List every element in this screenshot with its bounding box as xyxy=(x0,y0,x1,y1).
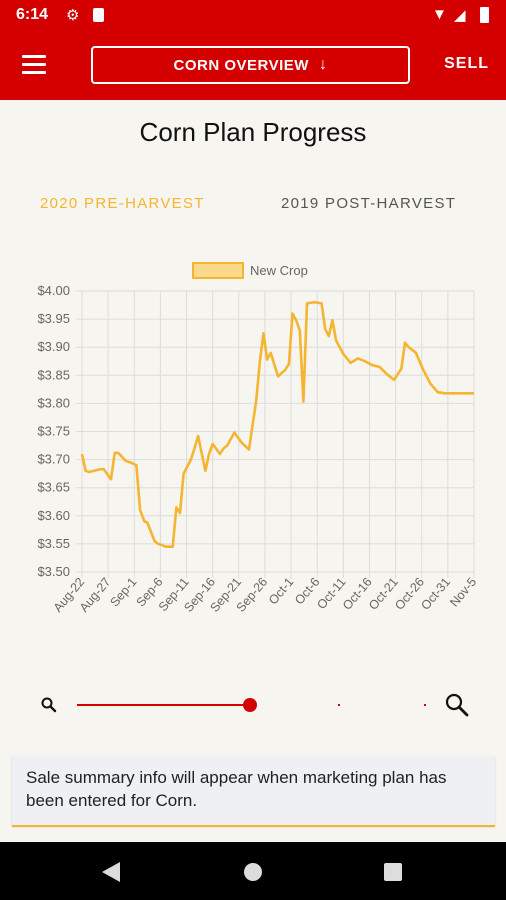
sd-card-icon xyxy=(93,8,104,22)
wifi-icon: ▼ xyxy=(432,6,447,23)
price-chart: New Crop $4.00$3.95$3.90$3.85$3.80$3.75$… xyxy=(37,262,480,615)
y-tick-label: $3.80 xyxy=(37,395,70,410)
y-tick-label: $3.70 xyxy=(37,452,70,467)
x-tick-label: Oct-31 xyxy=(418,575,453,613)
sale-summary-text: Sale summary info will appear when marke… xyxy=(26,768,447,810)
y-tick-label: $3.75 xyxy=(37,424,70,439)
crop-overview-label: CORN OVERVIEW xyxy=(173,56,309,74)
page-title: Corn Plan Progress xyxy=(139,117,367,147)
home-icon[interactable] xyxy=(243,862,263,882)
legend-swatch xyxy=(192,262,244,279)
recents-icon[interactable] xyxy=(384,863,402,881)
slider-tick-mark xyxy=(338,704,340,706)
arrow-down-icon: ↓ xyxy=(318,56,328,73)
signal-icon: ◢ xyxy=(454,7,466,24)
menu-icon[interactable] xyxy=(22,55,46,75)
tab-pre-harvest[interactable]: 2020 PRE-HARVEST xyxy=(40,195,205,212)
app-bar: CORN OVERVIEW ↓ SELL xyxy=(0,30,506,100)
x-tick-label: Sep-1 xyxy=(107,575,139,610)
y-tick-label: $3.95 xyxy=(37,311,70,326)
back-icon[interactable] xyxy=(100,862,122,882)
zoom-slider-row xyxy=(0,690,506,720)
y-axis: $4.00 $3.95 $3.90 $3.85 $3.80 $3.75 $3.70 $3.65… xyxy=(37,283,70,579)
y-tick-label: $3.90 xyxy=(37,339,70,354)
y-tick-label: $3.55 xyxy=(37,536,70,551)
y-tick-label: $3.50 xyxy=(37,564,70,579)
x-axis: Aug-22Aug-27Sep-1Sep-6Sep-11Sep-16Sep-21… xyxy=(51,575,480,615)
zoom-out-icon[interactable] xyxy=(40,696,58,714)
y-tick-label: $4.00 xyxy=(37,283,70,298)
zoom-slider-track[interactable] xyxy=(77,704,249,706)
sale-summary-card: Sale summary info will appear when marke… xyxy=(12,756,495,826)
slider-tick-mark xyxy=(424,704,426,706)
battery-icon xyxy=(480,7,489,23)
y-tick-label: $3.85 xyxy=(37,367,70,382)
x-tick-label: Oct-1 xyxy=(266,575,296,607)
x-tick-label: Nov-5 xyxy=(447,575,479,610)
system-nav-bar xyxy=(0,842,506,900)
settings-icon: ⚙ xyxy=(66,7,80,24)
chart-grid xyxy=(76,290,475,578)
chart-legend: New Crop xyxy=(192,262,308,279)
zoom-slider-thumb[interactable] xyxy=(243,698,257,712)
y-tick-label: $3.65 xyxy=(37,480,70,495)
legend-label: New Crop xyxy=(250,263,308,278)
status-time: 6:14 xyxy=(16,6,49,23)
summary-divider xyxy=(12,825,495,827)
y-tick-label: $3.60 xyxy=(37,508,70,523)
status-bar: 6:14 ⚙ ▼ ◢ xyxy=(0,0,506,30)
series-line-new-crop xyxy=(80,300,474,548)
tab-post-harvest[interactable]: 2019 POST-HARVEST xyxy=(281,195,457,212)
zoom-in-icon[interactable] xyxy=(444,692,470,718)
sell-button[interactable]: SELL xyxy=(444,55,489,72)
crop-overview-dropdown[interactable]: CORN OVERVIEW ↓ xyxy=(91,46,410,84)
